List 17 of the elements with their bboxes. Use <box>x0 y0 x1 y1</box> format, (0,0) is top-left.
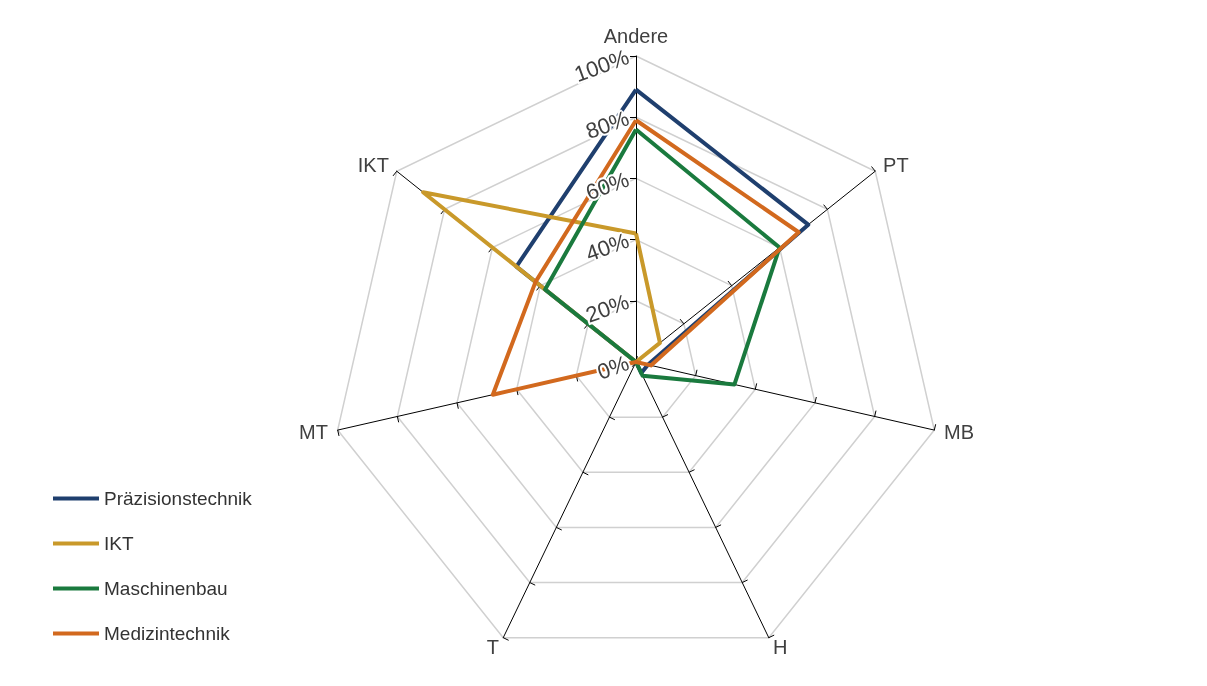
spoke-label: Andere <box>603 25 669 47</box>
y-tick-label: 20% <box>582 289 633 328</box>
spoke-label: IKT <box>357 153 389 176</box>
spoke-label: MT <box>299 421 328 444</box>
legend-label: Präzisionstechnik <box>104 488 253 509</box>
y-tick-label: 40% <box>582 227 633 267</box>
y-tick-label: 100% <box>570 44 633 88</box>
spoke-label: PT <box>883 153 909 176</box>
y-tick-label: 60% <box>582 166 633 206</box>
spoke-label: H <box>773 635 788 658</box>
spoke-label: MB <box>944 421 975 444</box>
legend-label: IKT <box>104 533 134 554</box>
legend-label: Maschinenbau <box>104 578 228 599</box>
y-tick-label: 80% <box>582 105 633 145</box>
spoke-label: T <box>486 635 499 658</box>
legend-label: Medizintechnik <box>104 623 231 644</box>
y-tick-label: 0% <box>593 350 633 385</box>
